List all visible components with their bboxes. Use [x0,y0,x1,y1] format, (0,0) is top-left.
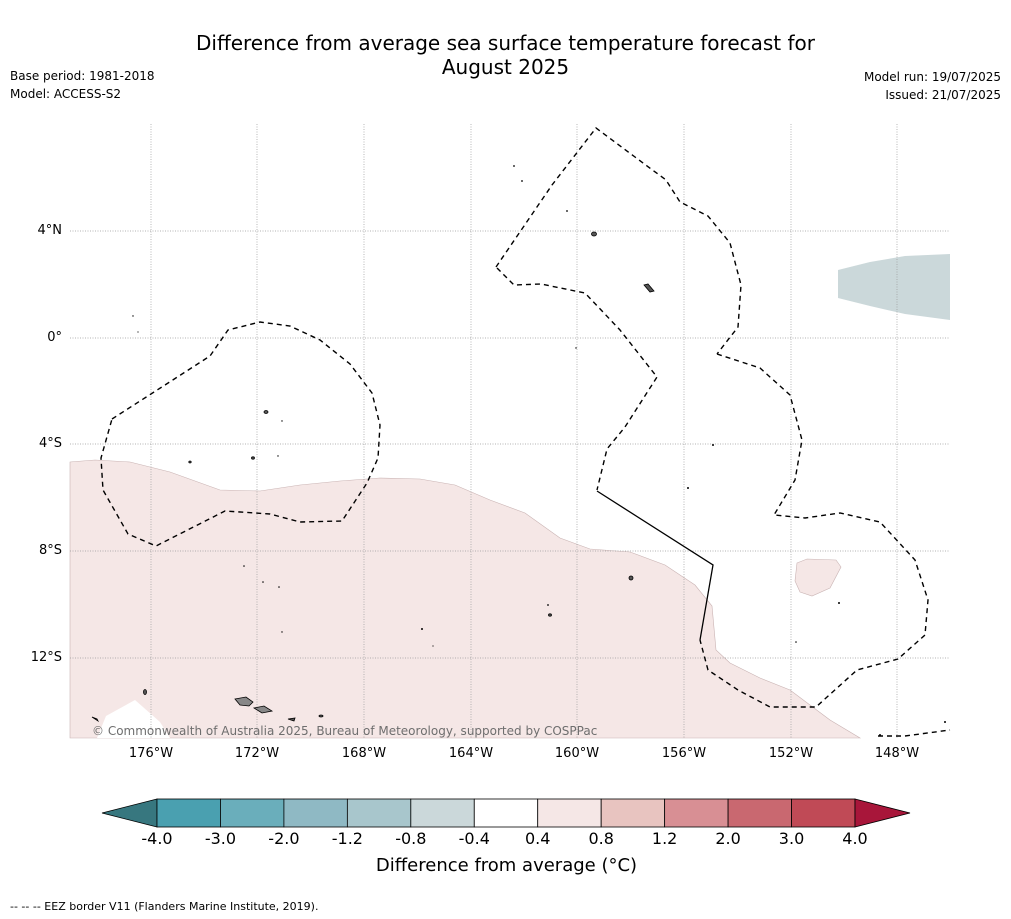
colorbar-swatch [600,798,666,828]
colorbar-swatch [220,798,285,828]
grid [70,124,950,738]
meta-right: Model run: 19/07/2025 Issued: 21/07/2025 [864,68,1001,104]
colorbar-swatch [283,798,348,828]
eez-phoenix-islands [496,267,658,491]
colorbar-swatch [791,798,856,828]
samoa-island-1 [234,696,254,707]
colorbar [101,798,911,828]
lon-label-156w: 156°W [661,746,707,761]
model-run: Model run: 19/07/2025 [863,70,1001,84]
lat-label-12s: 12°S [30,650,62,665]
colorbar-swatch [410,798,475,828]
colorbar-tick-label: 0.8 [588,829,614,848]
colorbar-swatch [727,798,792,828]
islets [132,165,946,736]
lon-label-160w: 160°W [554,746,600,761]
eez-central-line-islands [699,353,929,708]
colorbar-tick-label: -0.4 [458,829,490,848]
lon-label-168w: 168°W [341,746,387,761]
lat-label-4n: 4°N [37,223,63,238]
eez-bottom-right [878,729,951,737]
colorbar-tick-label: 0.4 [524,829,551,848]
colorbar-tick-label: 3.0 [778,829,805,848]
model-name: Model: ACCESS-S2 [10,87,122,101]
copyright-notice: © Commonwealth of Australia 2025, Bureau… [92,724,598,738]
colorbar-tick-label: -0.8 [395,829,427,848]
eez-solid-border [596,490,714,641]
title-line-1: Difference from average sea surface temp… [195,31,815,55]
colorbar-tick-label: 4.0 [842,829,868,848]
lon-label-152w: 152°W [768,746,814,761]
eez-northern-line-islands [495,127,742,355]
neutral-bay [97,700,170,738]
colorbar-swatch [664,798,729,828]
colorbar-extend-low [101,798,158,828]
lon-label-176w: 176°W [128,746,174,761]
eez-footnote: -- -- -- EEZ border V11 (Flanders Marine… [10,900,319,913]
colorbar-tick-label: -4.0 [141,829,173,848]
colorbar-tick-label: -3.0 [204,829,237,848]
warm-anomaly-region [69,459,862,739]
colorbar-extend-high [854,798,911,828]
colorbar-swatch [537,798,602,828]
lat-label-8s: 8°S [38,543,62,558]
samoa-island-2 [252,705,274,714]
cool-anomaly-region [838,254,950,320]
islands [91,231,655,723]
colorbar-tick-label: 1.2 [651,829,678,848]
lat-label-0: 0° [47,330,62,345]
meta-left: Base period: 1981-2018 Model: ACCESS-S2 [10,67,155,103]
eez-borders [100,127,951,737]
title-line-2: August 2025 [441,55,570,79]
lon-label-148w: 148°W [874,746,920,761]
colorbar-tick-label: -2.0 [268,829,300,848]
lon-label-172w: 172°W [234,746,280,761]
colorbar-swatch [156,798,221,828]
colorbar-tick-label: -1.2 [331,829,363,848]
base-period: Base period: 1981-2018 [10,69,155,83]
colorbar-tick-label: 2.0 [715,829,741,848]
colorbar-title: Difference from average (°C) [375,855,638,876]
colorbar-swatch [346,798,412,828]
lat-label-4s: 4°S [38,436,62,451]
colorbar-swatch [473,798,539,828]
issued-date: Issued: 21/07/2025 [885,88,1001,102]
lon-label-164w: 164°W [448,746,494,761]
map-title: Difference from average sea surface temp… [0,31,1011,79]
warm-patch [794,558,842,597]
